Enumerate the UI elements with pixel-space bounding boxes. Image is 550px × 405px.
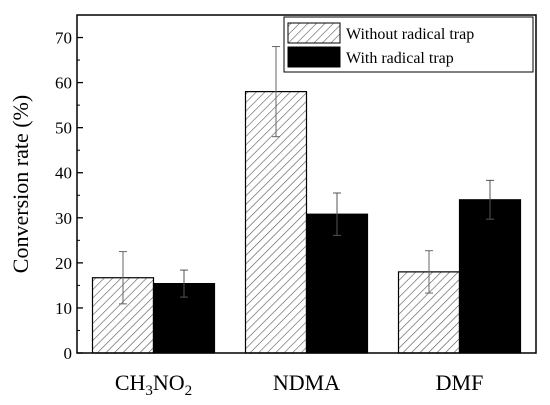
y-tick-label: 50 [55,119,72,138]
y-tick-label: 70 [55,29,72,48]
y-tick-label: 30 [55,209,72,228]
y-tick-label: 40 [55,164,72,183]
x-category-label: CH3NO2 [115,370,192,399]
y-axis: 0 10 20 30 40 50 60 70 [55,29,83,363]
y-tick-label: 10 [55,299,72,318]
bars-layer [91,91,522,354]
y-tick-label: 0 [64,344,73,363]
y-tick-label: 60 [55,74,72,93]
legend: Without radical trap With radical trap [283,16,534,73]
legend-label: Without radical trap [346,26,474,43]
legend-label: With radical trap [346,50,454,67]
bar-with-trap-2 [458,199,522,354]
x-category-label: NDMA [273,370,340,395]
y-axis-label: Conversion rate (%) [8,95,33,273]
legend-swatch [287,46,341,68]
y-tick-label: 20 [55,254,72,273]
x-category-label: DMF [436,370,484,395]
plot-frame [76,14,537,354]
error-bars-layer [119,46,494,305]
legend-swatch [287,22,341,44]
bar-with-trap-1 [305,213,369,354]
x-axis: CH3NO2 NDMA DMF [115,370,484,399]
